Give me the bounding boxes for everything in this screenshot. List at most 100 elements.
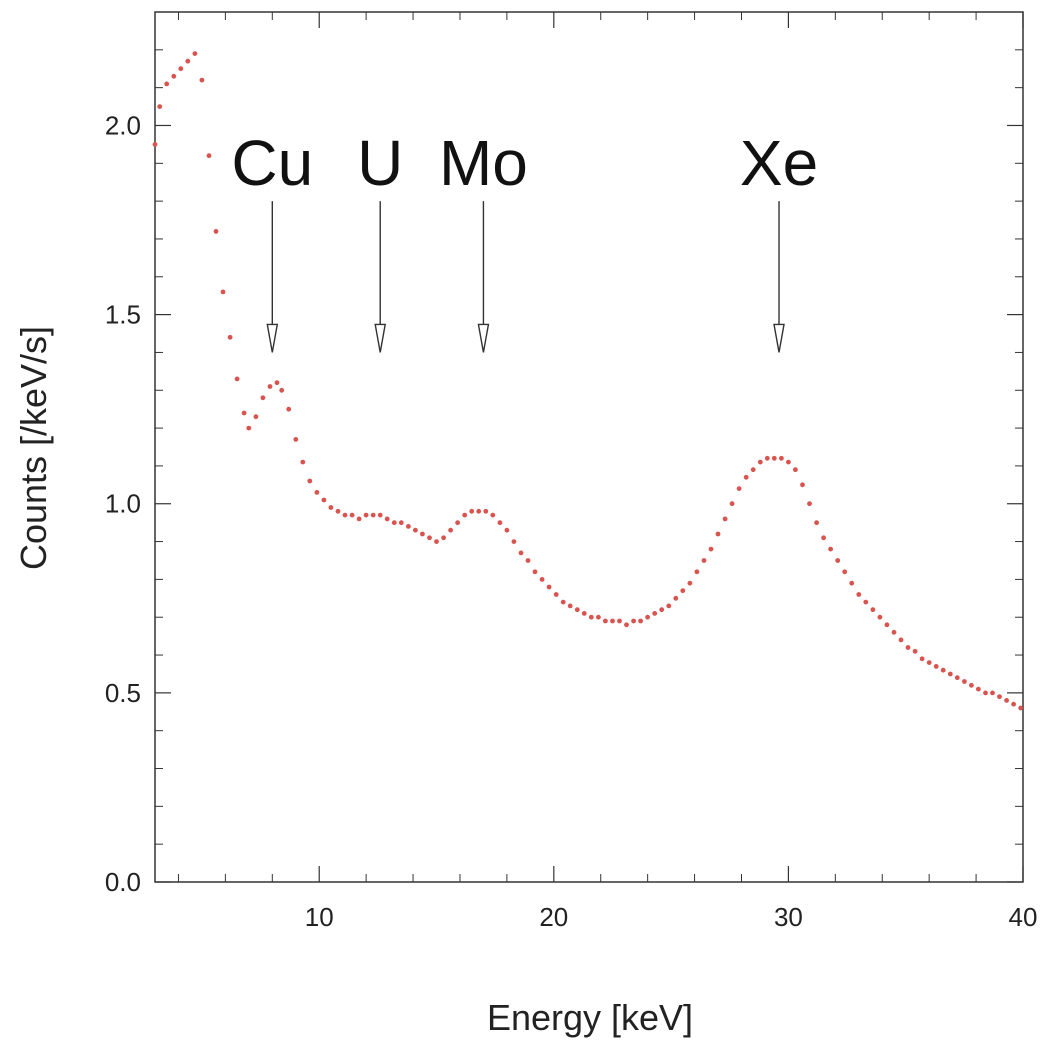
data-point <box>227 334 233 340</box>
data-point <box>638 618 643 624</box>
y-tick-label: 1.5 <box>105 300 141 330</box>
data-point <box>870 607 876 613</box>
data-point <box>976 686 981 692</box>
data-point <box>335 508 341 514</box>
annotation-arrow-head <box>374 323 387 353</box>
data-point <box>413 527 418 533</box>
data-point <box>786 459 791 465</box>
data-point <box>455 520 460 526</box>
data-point <box>574 607 580 613</box>
data-point <box>842 569 848 575</box>
data-point <box>441 535 446 541</box>
data-point <box>666 603 672 609</box>
data-point <box>241 410 247 416</box>
data-point <box>708 546 714 552</box>
data-point <box>722 516 728 522</box>
data-point <box>321 497 327 503</box>
data-point <box>1011 701 1016 707</box>
data-point <box>940 667 946 673</box>
data-point <box>267 384 273 389</box>
data-point <box>234 376 240 382</box>
data-point <box>997 694 1002 700</box>
annotation-xe: Xe <box>740 127 818 353</box>
data-point <box>377 512 383 518</box>
data-point <box>178 66 184 72</box>
data-point <box>983 690 988 696</box>
data-point <box>617 618 622 624</box>
data-point <box>539 577 545 582</box>
plot-frame <box>154 11 1024 883</box>
data-point <box>694 569 700 575</box>
data-point <box>406 524 411 529</box>
data-point <box>152 142 158 147</box>
data-point <box>328 505 334 510</box>
data-point <box>849 580 855 586</box>
x-axis-title: Energy [keV] <box>487 997 693 1038</box>
annotation-u: U <box>357 127 403 353</box>
x-tick-label: 40 <box>1009 902 1038 932</box>
data-point <box>947 671 953 677</box>
data-point <box>990 690 995 696</box>
annotation-label: Xe <box>740 127 818 199</box>
annotation-label: U <box>357 127 403 199</box>
data-point <box>687 580 693 586</box>
data-point <box>462 512 468 518</box>
data-point <box>220 289 226 295</box>
data-point <box>560 599 566 605</box>
data-point <box>701 558 707 563</box>
annotation-cu: Cu <box>231 127 313 353</box>
data-point <box>192 51 198 56</box>
data-point <box>314 490 320 495</box>
data-point <box>546 584 552 590</box>
annotation-arrow-head <box>266 323 279 353</box>
data-point <box>370 512 376 518</box>
data-point <box>185 58 191 64</box>
data-point <box>771 455 777 461</box>
data-point <box>427 535 432 541</box>
data-point <box>1004 698 1009 703</box>
data-point <box>581 611 587 616</box>
plot-border <box>154 11 1024 883</box>
data-point <box>926 660 932 665</box>
data-point <box>757 459 763 465</box>
data-point <box>476 508 482 514</box>
data-point <box>300 459 306 465</box>
annotation-arrow-head <box>477 323 490 353</box>
y-tick-label: 0.0 <box>105 867 141 897</box>
data-point <box>342 512 348 518</box>
data-point <box>814 520 819 526</box>
data-point <box>1018 705 1024 711</box>
data-point <box>213 229 219 234</box>
annotation-mo: Mo <box>439 127 528 353</box>
data-point <box>898 637 904 643</box>
data-point <box>912 648 918 654</box>
data-point <box>567 603 573 609</box>
data-point <box>518 550 524 556</box>
data-point <box>293 437 299 442</box>
data-point <box>750 467 756 473</box>
data-point <box>391 520 397 526</box>
data-point <box>279 387 285 393</box>
y-axis-title: Counts [/keV/s] <box>13 326 54 570</box>
y-tick-label: 0.5 <box>105 678 141 708</box>
data-point <box>307 478 313 484</box>
data-point <box>680 588 686 594</box>
data-point <box>286 406 292 412</box>
y-tick-label: 1.0 <box>105 489 141 519</box>
data-point <box>828 546 833 552</box>
data-point <box>483 508 489 514</box>
data-point <box>793 467 798 473</box>
data-point <box>199 77 205 83</box>
data-point <box>729 501 735 507</box>
data-point <box>835 558 841 563</box>
element-annotations: Cu U Mo Xe <box>231 127 818 353</box>
data-points <box>152 51 1024 711</box>
data-point <box>253 414 259 420</box>
data-point <box>490 512 496 518</box>
data-point <box>779 455 784 461</box>
annotation-arrow-head <box>773 323 785 353</box>
data-point <box>631 618 636 624</box>
data-point <box>610 618 615 624</box>
